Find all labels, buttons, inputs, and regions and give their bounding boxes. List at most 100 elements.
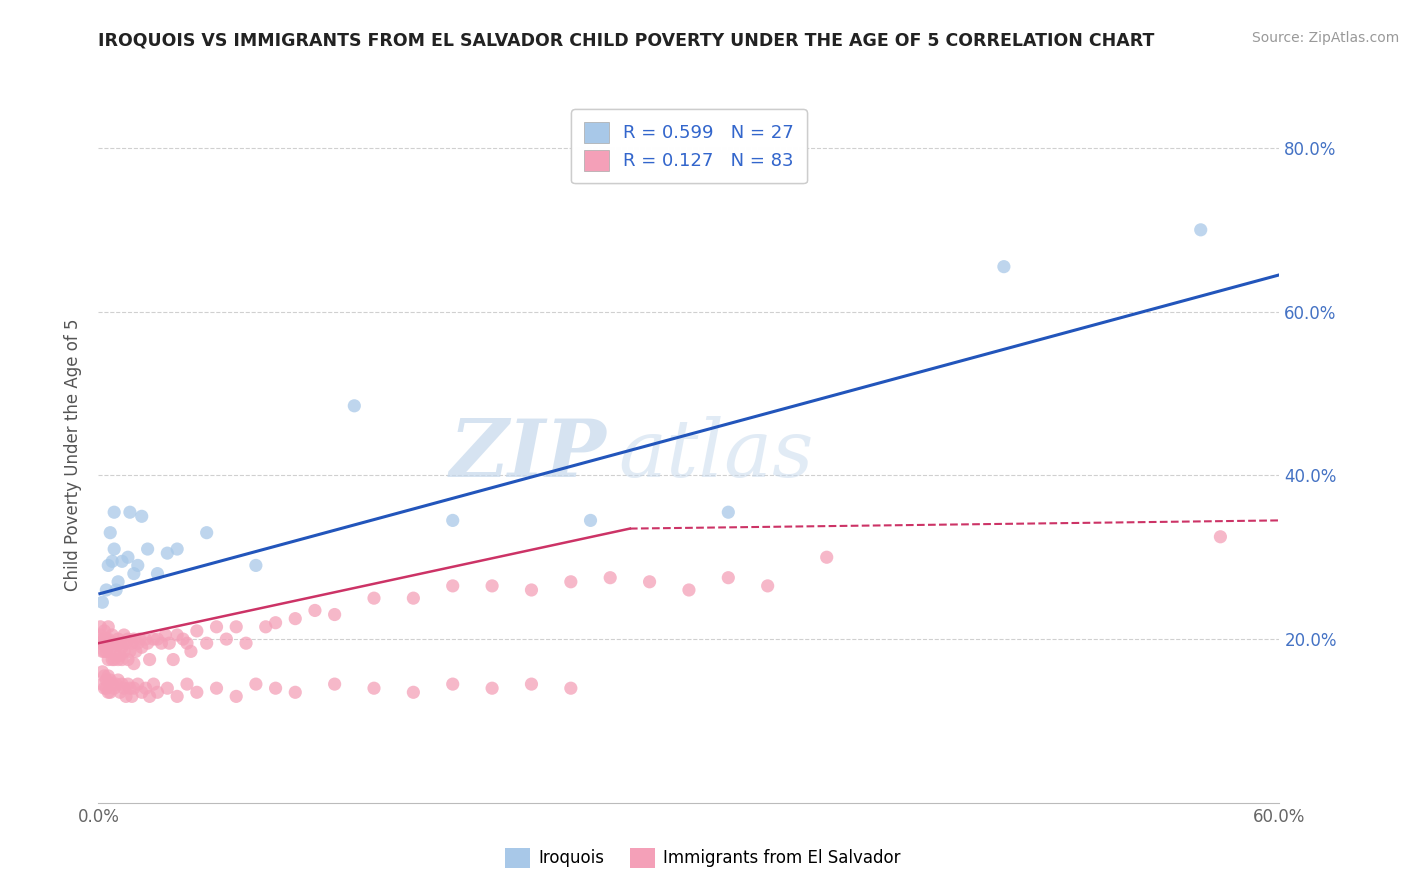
Point <box>107 574 129 589</box>
Point <box>103 505 125 519</box>
Point <box>112 628 135 642</box>
Point <box>481 681 503 696</box>
Point <box>103 542 125 557</box>
Point <box>117 550 139 565</box>
Point <box>93 669 115 683</box>
Point <box>599 571 621 585</box>
Point <box>1189 223 1212 237</box>
Point <box>150 636 173 650</box>
Point <box>180 644 202 658</box>
Point <box>115 690 138 704</box>
Point <box>136 542 159 557</box>
Point <box>441 677 464 691</box>
Point <box>115 636 138 650</box>
Point <box>323 607 346 622</box>
Point <box>105 677 128 691</box>
Point <box>323 677 346 691</box>
Point <box>96 640 118 655</box>
Text: IROQUOIS VS IMMIGRANTS FROM EL SALVADOR CHILD POVERTY UNDER THE AGE OF 5 CORRELA: IROQUOIS VS IMMIGRANTS FROM EL SALVADOR … <box>98 31 1154 49</box>
Point <box>91 595 114 609</box>
Point <box>91 636 114 650</box>
Point <box>93 644 115 658</box>
Text: atlas: atlas <box>619 417 814 493</box>
Point <box>264 615 287 630</box>
Point <box>166 690 188 704</box>
Point <box>815 550 838 565</box>
Point <box>117 652 139 666</box>
Point <box>93 681 115 696</box>
Point <box>156 546 179 560</box>
Point <box>717 571 740 585</box>
Point <box>89 636 111 650</box>
Point <box>195 525 218 540</box>
Point <box>166 542 188 557</box>
Point <box>131 640 153 655</box>
Point <box>138 690 160 704</box>
Point <box>127 558 149 573</box>
Point <box>264 681 287 696</box>
Point <box>103 681 125 696</box>
Point <box>363 591 385 606</box>
Text: Source: ZipAtlas.com: Source: ZipAtlas.com <box>1251 31 1399 45</box>
Point <box>125 644 148 658</box>
Point <box>105 636 128 650</box>
Point <box>97 669 120 683</box>
Point <box>98 673 121 687</box>
Point <box>579 513 602 527</box>
Point <box>111 677 134 691</box>
Point <box>176 636 198 650</box>
Point <box>122 566 145 581</box>
Point <box>89 620 111 634</box>
Point <box>93 632 115 646</box>
Point <box>363 681 385 696</box>
Point <box>97 636 120 650</box>
Point <box>91 644 114 658</box>
Point <box>481 579 503 593</box>
Point <box>91 632 114 646</box>
Point <box>136 636 159 650</box>
Point <box>127 677 149 691</box>
Point <box>111 652 134 666</box>
Point <box>1209 530 1232 544</box>
Point <box>101 554 124 568</box>
Point <box>98 685 121 699</box>
Point <box>97 558 120 573</box>
Point <box>121 690 143 704</box>
Point <box>156 681 179 696</box>
Point <box>107 673 129 687</box>
Point <box>98 636 121 650</box>
Point <box>131 509 153 524</box>
Point <box>101 677 124 691</box>
Point <box>756 579 779 593</box>
Point <box>215 632 238 646</box>
Point <box>97 685 120 699</box>
Point <box>135 632 157 646</box>
Point <box>118 644 141 658</box>
Point <box>176 677 198 691</box>
Point <box>97 620 120 634</box>
Point <box>93 636 115 650</box>
Point <box>717 505 740 519</box>
Point <box>118 505 141 519</box>
Point <box>131 685 153 699</box>
Point <box>304 603 326 617</box>
Point <box>111 640 134 655</box>
Point <box>284 612 307 626</box>
Point <box>195 636 218 650</box>
Point <box>107 652 129 666</box>
Point <box>91 677 114 691</box>
Point <box>108 648 131 663</box>
Point <box>117 677 139 691</box>
Point <box>101 628 124 642</box>
Legend: R = 0.599   N = 27, R = 0.127   N = 83: R = 0.599 N = 27, R = 0.127 N = 83 <box>571 109 807 184</box>
Point <box>96 673 118 687</box>
Point <box>142 677 165 691</box>
Point <box>97 632 120 646</box>
Point <box>343 399 366 413</box>
Point <box>127 636 149 650</box>
Point <box>245 558 267 573</box>
Point <box>105 582 128 597</box>
Point <box>101 640 124 655</box>
Point <box>402 685 425 699</box>
Y-axis label: Child Poverty Under the Age of 5: Child Poverty Under the Age of 5 <box>65 318 83 591</box>
